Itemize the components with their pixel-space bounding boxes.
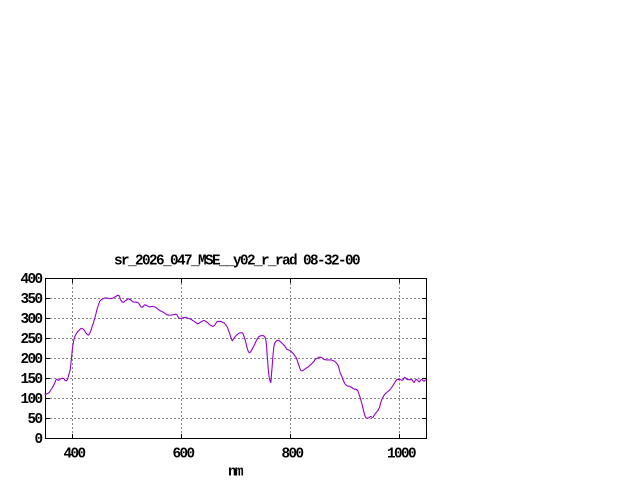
svg-text:250: 250 xyxy=(21,332,43,348)
svg-text:200: 200 xyxy=(21,352,43,368)
svg-text:400: 400 xyxy=(64,446,86,462)
svg-text:300: 300 xyxy=(21,312,43,328)
svg-text:600: 600 xyxy=(173,446,195,462)
svg-text:nm: nm xyxy=(228,465,244,480)
svg-text:800: 800 xyxy=(282,446,304,462)
svg-text:50: 50 xyxy=(28,412,43,428)
svg-text:350: 350 xyxy=(21,292,43,308)
svg-text:1000: 1000 xyxy=(387,446,416,462)
svg-text:sr_2026_047_MSE__y02_r_rad 08-: sr_2026_047_MSE__y02_r_rad 08-32-00 xyxy=(114,253,360,269)
svg-text:100: 100 xyxy=(21,392,43,408)
svg-text:0: 0 xyxy=(35,432,43,448)
svg-text:150: 150 xyxy=(21,372,43,388)
svg-text:400: 400 xyxy=(21,272,43,288)
